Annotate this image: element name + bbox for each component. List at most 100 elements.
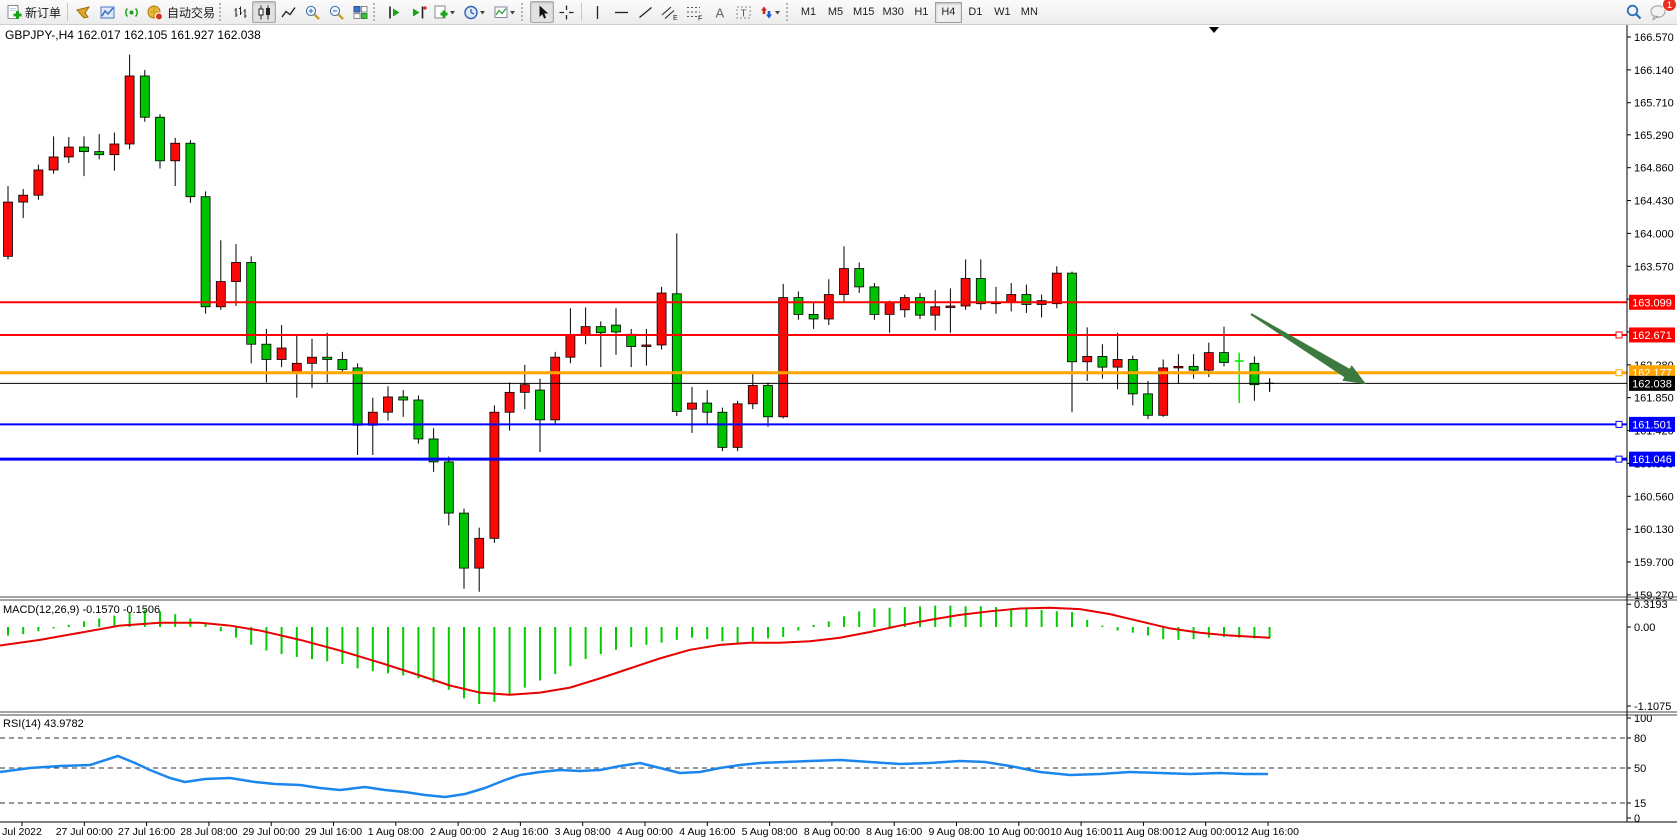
tile-windows-button[interactable] <box>348 1 372 23</box>
svg-text:161.501: 161.501 <box>1632 419 1672 431</box>
fibonacci-icon: F <box>687 6 702 21</box>
svg-text:161.046: 161.046 <box>1632 454 1672 466</box>
cursor-icon <box>539 5 548 19</box>
svg-text:166.570: 166.570 <box>1634 32 1674 44</box>
candle <box>611 324 621 333</box>
new-order-button[interactable]: 新订单 <box>2 1 64 23</box>
chat-icon <box>1650 5 1666 21</box>
svg-text:E: E <box>673 15 678 21</box>
cursor-button[interactable] <box>530 1 555 23</box>
time-axis: Jul 2022 27 Jul 00:00 27 Jul 16:00 28 Jul 0… <box>2 822 1299 838</box>
candle <box>793 297 804 315</box>
auto-scroll-button[interactable] <box>382 1 406 23</box>
timeframe-group: M1 M5 M15 M30 H1 H4 D1 W1 MN <box>795 1 1043 23</box>
toolbar-grip <box>219 3 225 21</box>
vertical-line-button[interactable] <box>585 1 609 23</box>
candle <box>1082 356 1093 363</box>
time-label: 29 Jul 16:00 <box>305 826 362 838</box>
timeframe-w1[interactable]: W1 <box>989 2 1016 23</box>
candle <box>307 356 317 364</box>
scroll-end-marker[interactable] <box>1209 27 1219 33</box>
timeframe-h4[interactable]: H4 <box>934 1 962 23</box>
text-label-button[interactable]: T <box>731 1 755 23</box>
chart-shift-icon <box>412 5 427 18</box>
notifications-button[interactable]: 1 <box>1646 0 1677 23</box>
candle <box>869 286 880 315</box>
candle <box>778 297 789 418</box>
time-label: 28 Jul 08:00 <box>180 826 237 838</box>
svg-text:162.671: 162.671 <box>1632 330 1672 342</box>
candle <box>975 278 986 305</box>
text-icon: A <box>715 5 724 20</box>
vertical-line-icon <box>596 5 598 19</box>
zoom-out-button[interactable] <box>324 1 348 23</box>
zoom-in-button[interactable] <box>300 1 324 23</box>
line-handle <box>1615 331 1623 339</box>
candle <box>246 262 257 345</box>
candle <box>1021 294 1032 305</box>
time-label: 8 Aug 00:00 <box>804 826 860 838</box>
candle <box>580 326 591 336</box>
horizontal-line-button[interactable] <box>609 1 633 23</box>
template-button[interactable] <box>490 1 520 23</box>
auto-trading-button[interactable]: 自动交易 <box>143 1 218 23</box>
candle <box>823 294 834 320</box>
candle <box>383 396 393 413</box>
fibonacci-button[interactable]: F <box>682 1 707 23</box>
timeframe-m30[interactable]: M30 <box>878 2 907 23</box>
bar-chart-button[interactable] <box>228 1 252 23</box>
time-label: 2 Aug 16:00 <box>492 826 548 838</box>
candle <box>535 389 545 421</box>
timeframe-m1[interactable]: M1 <box>795 2 822 23</box>
trend-arrow-annotation[interactable] <box>1250 313 1367 384</box>
arrows-button[interactable] <box>755 1 785 23</box>
price-badges: 163.099162.671162.177162.038161.501161.0… <box>1629 294 1675 467</box>
candle <box>565 334 576 358</box>
crosshair-button[interactable] <box>554 1 578 23</box>
candle <box>3 201 13 257</box>
rsi-label: RSI(14) 43.9782 <box>3 718 84 730</box>
timeframe-mn[interactable]: MN <box>1016 2 1043 23</box>
candle <box>276 347 287 360</box>
broadcast-button[interactable] <box>119 1 143 23</box>
svg-text:0.00: 0.00 <box>1634 622 1655 634</box>
line-chart-button[interactable] <box>276 1 300 23</box>
candle <box>702 402 713 413</box>
svg-text:164.860: 164.860 <box>1634 163 1674 175</box>
time-label: 4 Aug 16:00 <box>679 826 735 838</box>
text-button[interactable]: A <box>707 1 731 23</box>
timeframe-d1[interactable]: D1 <box>962 2 989 23</box>
candle <box>94 151 105 156</box>
channel-button[interactable]: E <box>657 1 682 23</box>
candle <box>322 356 333 360</box>
timeframe-m15[interactable]: M15 <box>849 2 878 23</box>
new-chart-button[interactable] <box>430 1 460 23</box>
level-lines[interactable] <box>0 301 1627 463</box>
candle <box>519 384 530 393</box>
candle <box>808 314 819 320</box>
candles <box>3 54 1275 592</box>
macd-label: MACD(12,26,9) -0.1570 -0.1506 <box>3 604 160 616</box>
chart-shift-button[interactable] <box>406 1 430 23</box>
candle <box>687 402 697 410</box>
period-clock-button[interactable] <box>460 1 490 23</box>
toolbar-grip <box>373 3 379 21</box>
candlestick-icon <box>258 5 270 19</box>
time-label: 4 Aug 00:00 <box>617 826 673 838</box>
timeframe-h1[interactable]: H1 <box>908 2 935 23</box>
search-button[interactable] <box>1622 1 1646 23</box>
profile-chart-button[interactable] <box>95 1 119 23</box>
svg-text:164.000: 164.000 <box>1634 228 1674 240</box>
time-label: 12 Aug 16:00 <box>1237 826 1299 838</box>
timeframe-m5[interactable]: M5 <box>822 2 849 23</box>
text-label-icon: T <box>736 6 751 19</box>
svg-text:160.560: 160.560 <box>1634 491 1674 503</box>
toolbar-separator <box>67 3 69 21</box>
gold-pointer-button[interactable] <box>71 1 95 23</box>
candlestick-button[interactable] <box>252 1 277 23</box>
trendline-button[interactable] <box>633 1 657 23</box>
candle <box>474 537 485 569</box>
time-label: 1 Aug 08:00 <box>368 826 424 838</box>
svg-text:164.430: 164.430 <box>1634 196 1674 208</box>
